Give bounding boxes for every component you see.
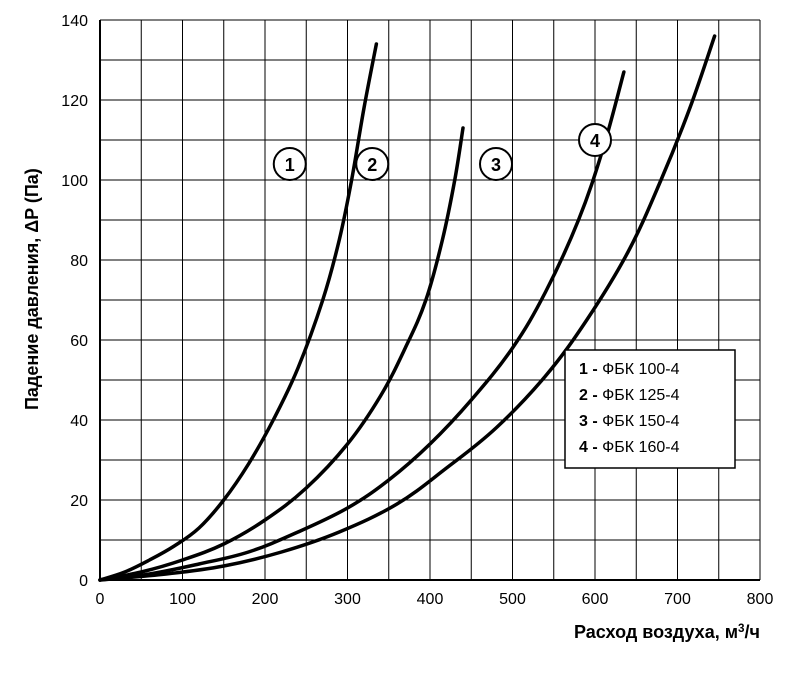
legend-item-3: 3 - ФБК 150-4 [579, 413, 680, 430]
svg-text:80: 80 [70, 253, 88, 270]
legend-item-2: 2 - ФБК 125-4 [579, 387, 680, 404]
svg-text:700: 700 [664, 591, 691, 608]
curve-marker-label-4: 4 [590, 131, 600, 151]
x-axis-label: Расход воздуха, м3/ч [574, 622, 760, 642]
curve-marker-label-2: 2 [367, 155, 377, 175]
svg-text:20: 20 [70, 493, 88, 510]
legend: 1 - ФБК 100-4 2 - ФБК 125-4 3 - ФБК 150-4 4… [565, 350, 735, 468]
svg-text:300: 300 [334, 591, 361, 608]
svg-text:500: 500 [499, 591, 526, 608]
curve-marker-label-3: 3 [491, 155, 501, 175]
legend-item-1: 1 - ФБК 100-4 [579, 361, 680, 378]
svg-text:0: 0 [96, 591, 105, 608]
svg-text:60: 60 [70, 333, 88, 350]
svg-text:100: 100 [61, 173, 88, 190]
svg-text:140: 140 [61, 13, 88, 30]
svg-text:600: 600 [582, 591, 609, 608]
svg-text:400: 400 [417, 591, 444, 608]
y-axis-label: Падение давления, ΔP (Па) [22, 168, 42, 410]
curve-marker-label-1: 1 [285, 155, 295, 175]
svg-text:0: 0 [79, 573, 88, 590]
svg-text:100: 100 [169, 591, 196, 608]
svg-text:200: 200 [252, 591, 279, 608]
svg-text:120: 120 [61, 93, 88, 110]
legend-item-4: 4 - ФБК 160-4 [579, 439, 680, 456]
svg-text:40: 40 [70, 413, 88, 430]
svg-text:800: 800 [747, 591, 774, 608]
pressure-drop-chart: 0 100 200 300 400 500 600 700 800 0 20 40 60 80 100 120… [0, 0, 800, 684]
